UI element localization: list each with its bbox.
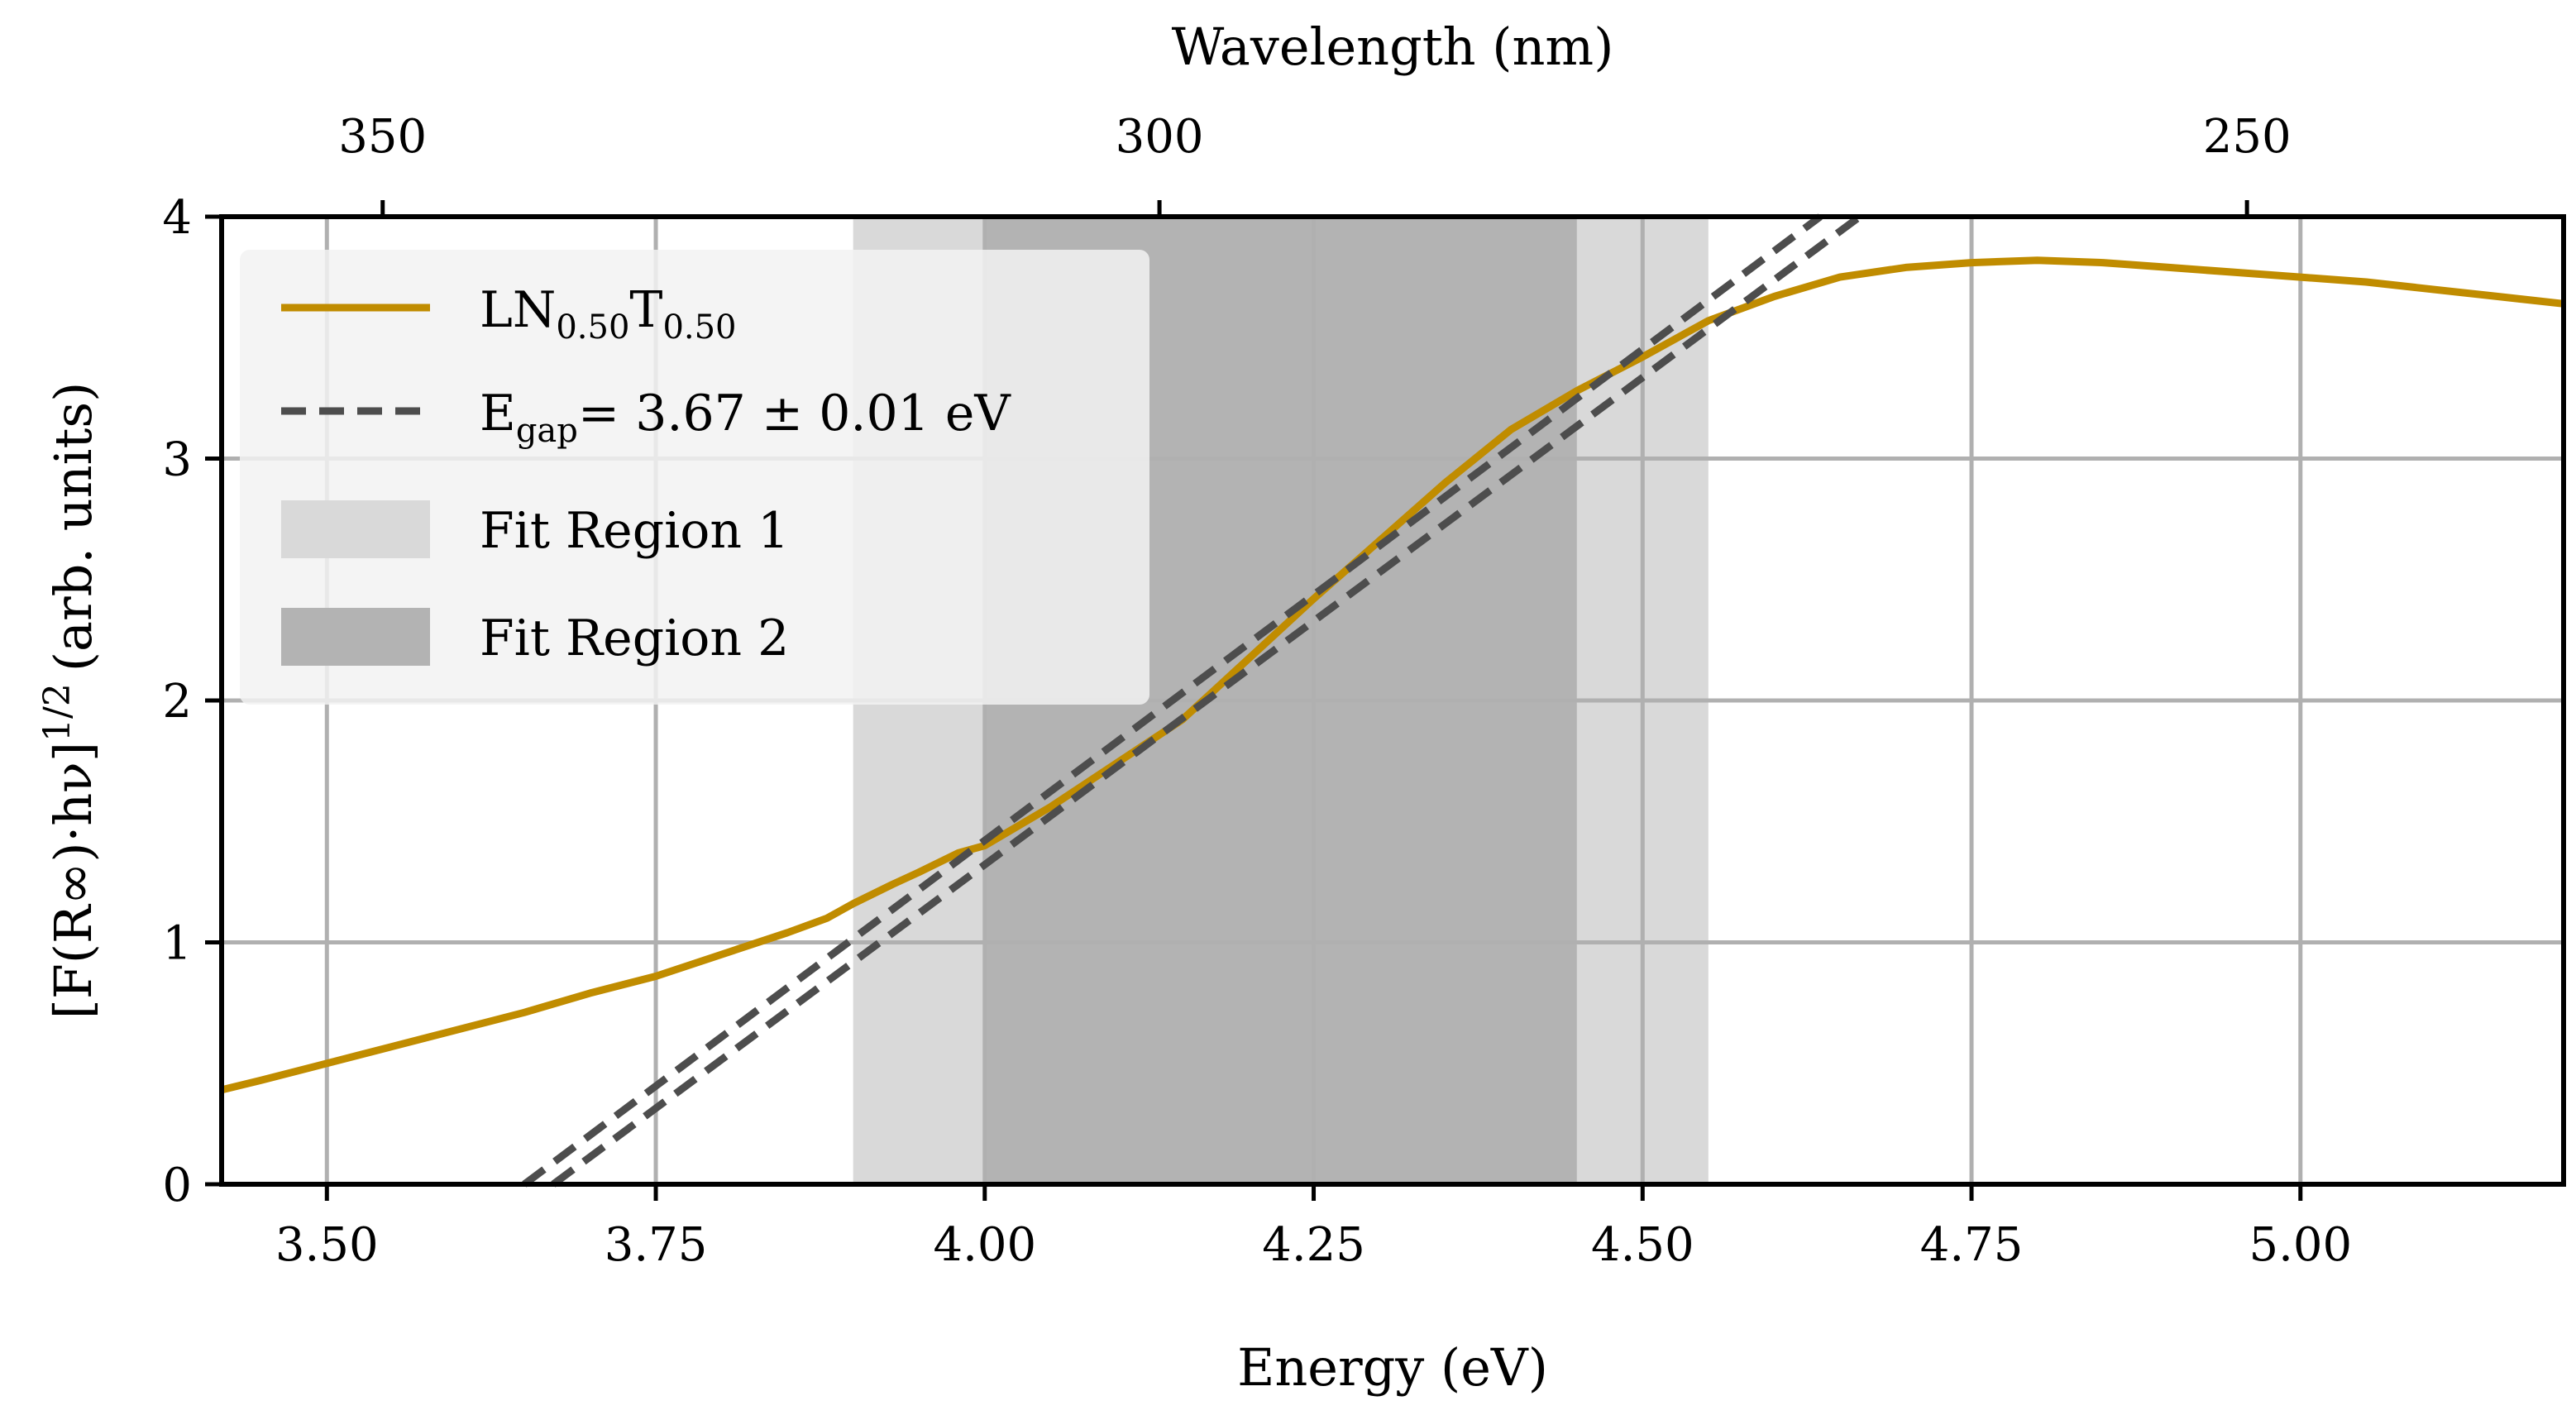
y-tick-label: 4	[162, 191, 192, 245]
legend-label-fit: Egap= 3.67 ± 0.01 eV	[480, 385, 1011, 450]
x-tick-label: 3.75	[605, 1218, 708, 1272]
x-axis-title: Energy (eV)	[1237, 1337, 1548, 1398]
legend-series-base: LN	[480, 281, 556, 339]
y-tick-label: 0	[162, 1159, 192, 1212]
legend-label-series: LN0.50T0.50	[480, 281, 737, 347]
top-tick-label: 350	[338, 110, 427, 164]
x-tick-label: 5.00	[2249, 1218, 2352, 1272]
y-tick-label: 1	[162, 917, 192, 971]
top-axis-ticks: 350 300 250	[338, 110, 2292, 217]
legend-label-region1: Fit Region 1	[480, 502, 789, 560]
y-axis-title-units: (arb. units)	[43, 382, 103, 672]
top-axis-title: Wavelength (nm)	[1172, 17, 1614, 77]
fit-line	[551, 213, 1862, 1188]
x-tick-label: 4.00	[933, 1218, 1036, 1272]
legend-fit-base: E	[480, 385, 516, 442]
legend-fit-sub: gap	[516, 412, 578, 450]
legend-swatch-region1	[281, 500, 430, 558]
x-tick-label: 4.25	[1262, 1218, 1365, 1272]
x-tick-label: 4.50	[1591, 1218, 1694, 1272]
x-axis-ticks: 3.50 3.75 4.00 4.25 4.50 4.75 5.00	[275, 1184, 2352, 1272]
fit-line	[522, 213, 1823, 1188]
y-axis-title-main: [F(R∞)·hν]	[43, 742, 103, 1019]
y-tick-label: 3	[162, 433, 192, 487]
y-tick-label: 2	[162, 675, 192, 729]
legend-label-region2: Fit Region 2	[480, 610, 789, 667]
series-line	[220, 256, 2564, 1094]
legend-fit-rest: = 3.67 ± 0.01 eV	[578, 385, 1012, 442]
legend-series-sub2: 0.50	[662, 308, 736, 347]
top-tick-label: 250	[2203, 110, 2292, 164]
legend-series-mid: T	[629, 281, 662, 339]
legend-swatch-region2	[281, 608, 430, 666]
legend: LN0.50T0.50 Egap= 3.67 ± 0.01 eV Fit Reg…	[240, 250, 1149, 705]
y-axis-title: [F(R∞)·hν]1/2 (arb. units)	[36, 382, 103, 1020]
legend-series-sub1: 0.50	[556, 308, 629, 347]
legend-box	[240, 250, 1149, 705]
x-tick-label: 3.50	[275, 1218, 379, 1272]
y-axis-title-sup: 1/2	[36, 683, 79, 742]
data-series	[220, 256, 2564, 1094]
y-axis-ticks: 0 1 2 3 4	[162, 191, 222, 1212]
fit-lines	[522, 213, 1862, 1188]
x-tick-label: 4.75	[1920, 1218, 2024, 1272]
top-tick-label: 300	[1116, 110, 1204, 164]
